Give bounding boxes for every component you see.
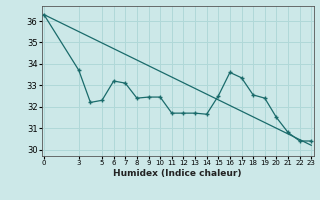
X-axis label: Humidex (Indice chaleur): Humidex (Indice chaleur) [113,169,242,178]
